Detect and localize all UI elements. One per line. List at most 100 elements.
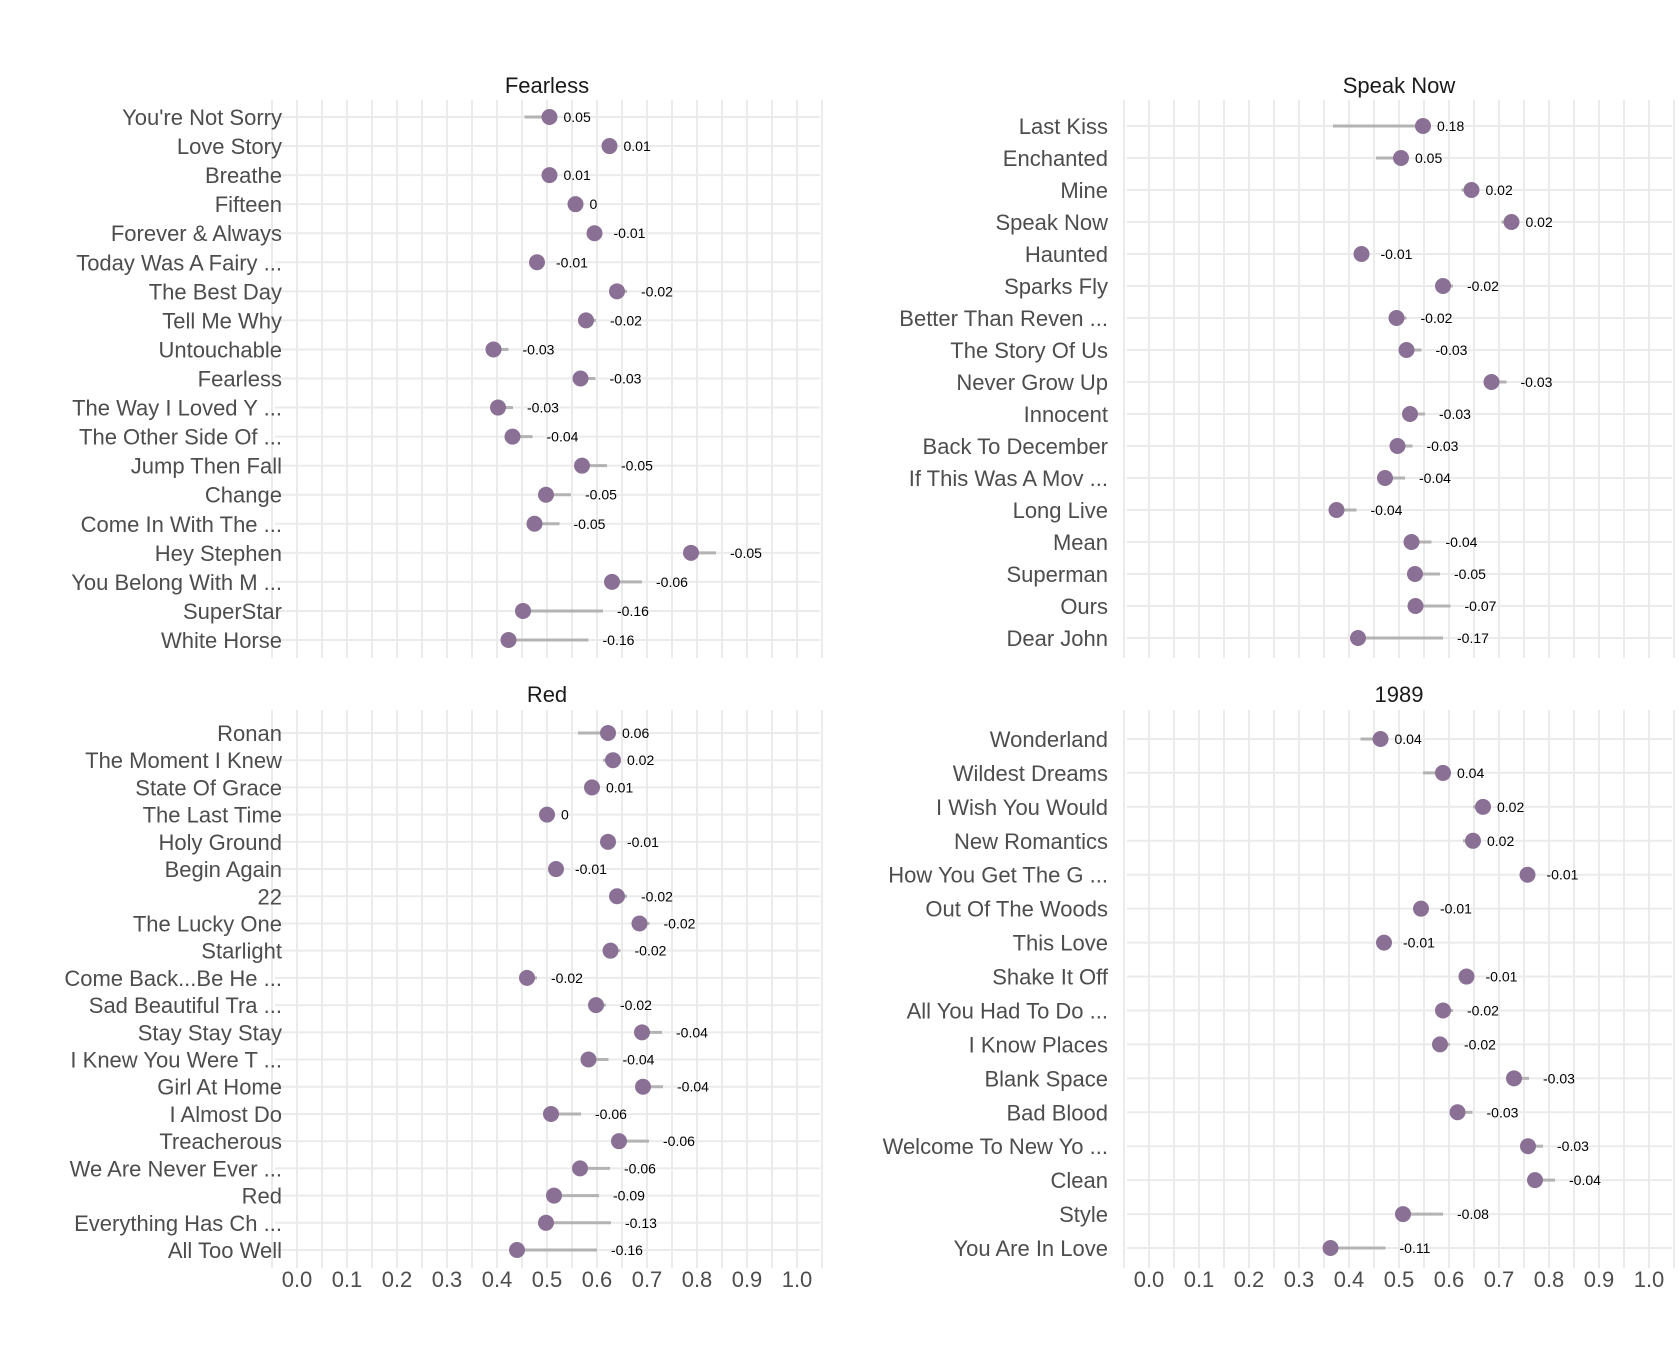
data-point bbox=[634, 1024, 650, 1041]
y-tick-label: I Knew You Were T ... bbox=[70, 1048, 282, 1073]
data-point bbox=[1520, 1138, 1536, 1155]
song-row: Starlight -0.02 bbox=[201, 939, 666, 964]
data-point bbox=[485, 341, 502, 358]
y-tick-label: The Other Side Of ... bbox=[79, 425, 282, 450]
y-tick-label: Untouchable bbox=[158, 337, 282, 362]
data-label: 0.18 bbox=[1437, 118, 1464, 134]
data-point bbox=[609, 888, 625, 905]
data-point bbox=[602, 942, 619, 959]
data-label: -0.01 bbox=[1547, 867, 1579, 883]
song-row: New Romantics 0.02 bbox=[954, 829, 1515, 854]
data-point bbox=[490, 399, 506, 416]
y-tick-label: Long Live bbox=[1013, 498, 1108, 523]
data-label: -0.01 bbox=[1403, 935, 1435, 951]
y-tick-label: SuperStar bbox=[183, 599, 282, 624]
x-tick-label: 1.0 bbox=[1634, 1267, 1665, 1292]
y-tick-label: Starlight bbox=[201, 939, 282, 964]
song-row: We Are Never Ever ... -0.06 bbox=[70, 1156, 656, 1181]
data-label: -0.06 bbox=[624, 1160, 656, 1176]
facet-grid bbox=[1123, 100, 1675, 658]
data-label: -0.03 bbox=[1521, 374, 1553, 390]
x-tick-label: 0.1 bbox=[332, 1267, 363, 1292]
data-label: 0.05 bbox=[564, 109, 591, 125]
facet-2: Red Ronan 0.06 The Moment I Knew 0.02 State O… bbox=[64, 682, 823, 1292]
x-tick-label: 0.0 bbox=[1134, 1267, 1165, 1292]
data-point bbox=[529, 254, 545, 271]
data-label: -0.01 bbox=[1486, 969, 1518, 985]
data-label: -0.01 bbox=[627, 834, 659, 850]
y-tick-label: Forever & Always bbox=[111, 221, 282, 246]
data-point bbox=[1432, 1036, 1448, 1053]
song-row: White Horse -0.16 bbox=[161, 628, 635, 653]
data-label: -0.17 bbox=[1457, 630, 1489, 646]
data-point bbox=[600, 833, 616, 850]
data-label: -0.01 bbox=[556, 254, 588, 270]
data-point bbox=[635, 1078, 651, 1095]
data-label: -0.04 bbox=[623, 1052, 655, 1068]
x-tick-label: 0.7 bbox=[1484, 1267, 1515, 1292]
y-tick-label: Out Of The Woods bbox=[925, 897, 1108, 922]
y-tick-label: Stay Stay Stay bbox=[138, 1020, 282, 1045]
data-point bbox=[1435, 278, 1451, 294]
y-tick-label: Ours bbox=[1060, 594, 1108, 619]
data-label: 0.04 bbox=[1457, 765, 1484, 781]
song-row: How You Get The G ... -0.01 bbox=[888, 863, 1578, 888]
data-point bbox=[1475, 798, 1491, 815]
y-tick-label: The Best Day bbox=[149, 279, 282, 304]
data-label: 0.05 bbox=[1415, 150, 1442, 166]
song-row: Wildest Dreams 0.04 bbox=[953, 761, 1485, 786]
data-point bbox=[572, 370, 589, 387]
data-label: -0.13 bbox=[625, 1215, 657, 1231]
y-tick-label: Fifteen bbox=[215, 192, 282, 217]
x-tick-label: 0.9 bbox=[1584, 1267, 1615, 1292]
song-row: Out Of The Woods -0.01 bbox=[925, 897, 1472, 922]
data-label: -0.01 bbox=[1381, 246, 1413, 262]
song-row: Change -0.05 bbox=[205, 483, 617, 508]
x-tick-label: 0.6 bbox=[582, 1267, 613, 1292]
y-tick-label: Jump Then Fall bbox=[131, 454, 282, 479]
song-row: Stay Stay Stay -0.04 bbox=[138, 1020, 708, 1045]
song-row: Style -0.08 bbox=[1059, 1202, 1489, 1227]
data-label: -0.02 bbox=[641, 888, 673, 904]
data-label: 0.02 bbox=[1526, 214, 1553, 230]
song-row: Sparks Fly -0.02 bbox=[1004, 274, 1499, 299]
data-label: -0.04 bbox=[547, 429, 579, 445]
y-tick-label: Love Story bbox=[177, 134, 282, 159]
data-label: -0.04 bbox=[677, 1079, 709, 1095]
y-tick-label: Clean bbox=[1051, 1168, 1108, 1193]
song-row: Blank Space -0.03 bbox=[984, 1066, 1575, 1091]
song-row: Ours -0.07 bbox=[1060, 594, 1496, 619]
song-row: Shake It Off -0.01 bbox=[992, 965, 1517, 990]
y-tick-label: All You Had To Do ... bbox=[907, 998, 1108, 1023]
song-row: Back To December -0.03 bbox=[923, 434, 1459, 459]
data-point bbox=[1322, 1240, 1339, 1256]
y-tick-label: I Almost Do bbox=[170, 1102, 282, 1127]
y-tick-label: Mine bbox=[1060, 178, 1108, 203]
song-row: Hey Stephen -0.05 bbox=[155, 541, 762, 566]
y-tick-label: Ronan bbox=[217, 721, 282, 746]
data-label: -0.02 bbox=[1464, 1036, 1496, 1052]
x-tick-label: 0.3 bbox=[1284, 1267, 1315, 1292]
y-tick-label: New Romantics bbox=[954, 829, 1108, 854]
x-tick-label: 0.6 bbox=[1434, 1267, 1465, 1292]
y-tick-label: Welcome To New Yo ... bbox=[883, 1134, 1108, 1159]
data-label: 0.01 bbox=[606, 779, 633, 795]
data-point bbox=[1398, 342, 1415, 358]
song-row: I Know Places -0.02 bbox=[969, 1032, 1497, 1057]
data-label: -0.16 bbox=[617, 603, 649, 619]
y-tick-label: Hey Stephen bbox=[155, 541, 282, 566]
y-tick-label: State Of Grace bbox=[135, 775, 282, 800]
data-label: -0.04 bbox=[1446, 534, 1478, 550]
song-row: The Lucky One -0.02 bbox=[133, 911, 696, 936]
song-row: Love Story 0.01 bbox=[177, 134, 651, 159]
song-row: Dear John -0.17 bbox=[1006, 626, 1489, 651]
data-label: -0.02 bbox=[641, 283, 673, 299]
y-tick-label: Enchanted bbox=[1003, 146, 1108, 171]
song-row: Last Kiss 0.18 bbox=[1019, 114, 1465, 139]
data-label: -0.03 bbox=[1439, 406, 1471, 422]
song-row: Innocent -0.03 bbox=[1024, 402, 1472, 427]
data-point bbox=[1463, 182, 1480, 198]
data-point bbox=[541, 167, 558, 184]
data-point bbox=[1465, 832, 1481, 849]
